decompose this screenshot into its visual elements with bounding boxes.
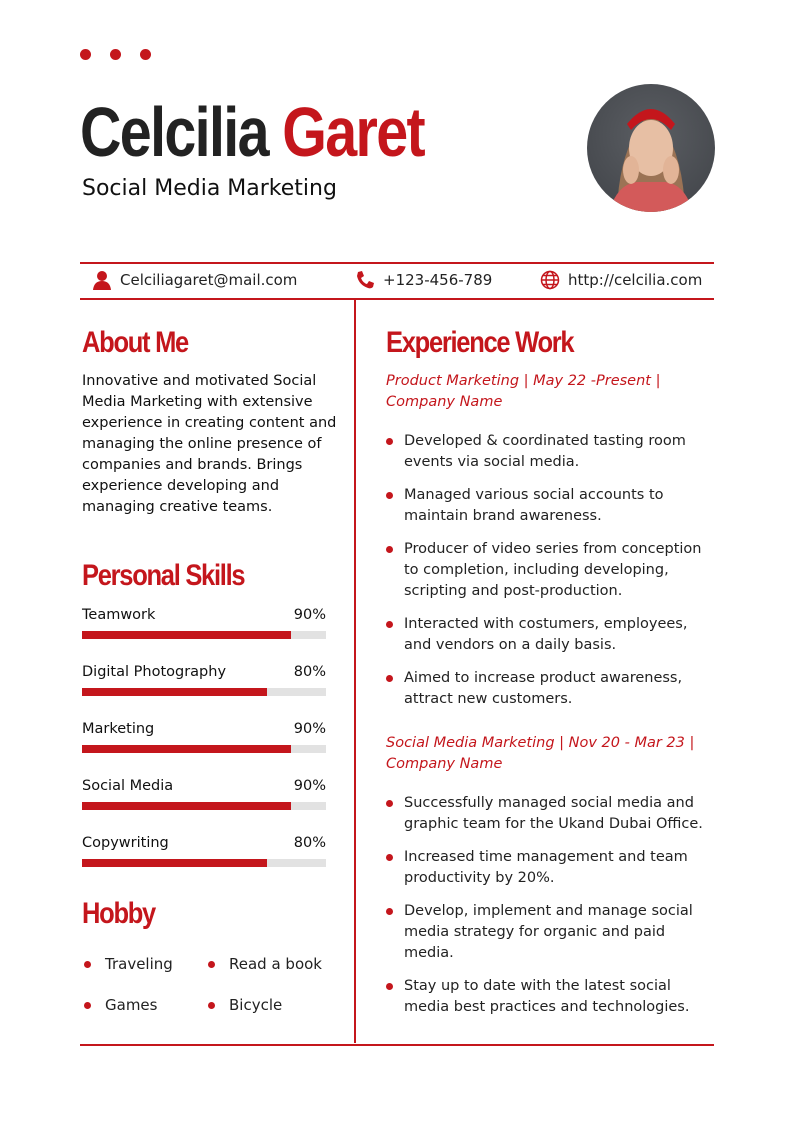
skills-heading: Personal Skills	[82, 559, 246, 592]
skill-item: Social Media 90%	[82, 778, 326, 810]
skill-value: 80%	[293, 664, 326, 680]
skill-item: Copywriting 80%	[82, 835, 326, 867]
job-bullet-item: Developed & coordinated tasting room eve…	[386, 431, 716, 473]
hobby-item: Read a book	[208, 955, 322, 973]
bullet	[208, 960, 215, 968]
skill-value: 80%	[293, 835, 326, 851]
job-bullet-item: Develop, implement and manage social med…	[386, 901, 716, 964]
skill-value: 90%	[293, 778, 326, 794]
skill-bar-fill	[82, 802, 291, 810]
decor-dot	[140, 49, 151, 60]
bullet-text: Successfully managed social media and gr…	[404, 795, 703, 832]
job-title: Social Media Marketing | Nov 20 - Mar 23…	[386, 735, 695, 772]
globe-icon	[540, 270, 560, 290]
bullet	[386, 983, 393, 990]
bullet	[386, 546, 393, 553]
job-title: Social Media Marketing	[82, 176, 337, 201]
skill-item: Marketing 90%	[82, 721, 326, 753]
skill-bar-fill	[82, 745, 291, 753]
bullet	[386, 675, 393, 682]
skill-bar-fill	[82, 688, 268, 696]
contact-website[interactable]: http://celcilia.com	[540, 270, 702, 290]
skill-label: Digital Photography	[82, 664, 227, 680]
job-bullet-item: Stay up to date with the latest social m…	[386, 976, 716, 1018]
divider	[80, 262, 714, 264]
bullet	[386, 438, 393, 445]
skill-bar-fill	[82, 631, 291, 639]
skill-bar	[82, 631, 326, 639]
decor-dot	[110, 49, 121, 60]
profile-photo	[587, 84, 715, 212]
job-bullet-item: Producer of video series from conception…	[386, 539, 716, 602]
hobby-item: Traveling	[84, 955, 173, 973]
bullet	[208, 1001, 215, 1009]
job-bullet-item: Increased time management and team produ…	[386, 847, 716, 889]
bullet-text: Interacted with costumers, employees, an…	[404, 616, 688, 653]
skill-value: 90%	[293, 721, 326, 737]
column-divider	[354, 299, 356, 1043]
skill-bar-fill	[82, 859, 268, 867]
phone-icon	[357, 271, 374, 289]
bullet	[386, 854, 393, 861]
bullet-text: Managed various social accounts to maint…	[404, 487, 664, 524]
job-bullets: Successfully managed social media and gr…	[386, 793, 716, 1030]
decor-dot	[80, 49, 91, 60]
divider	[80, 1044, 714, 1046]
bullet	[386, 908, 393, 915]
bullet	[84, 1001, 91, 1009]
user-icon	[93, 271, 111, 290]
bullet-text: Producer of video series from conception…	[404, 541, 702, 599]
job-bullet-item: Aimed to increase product awareness, att…	[386, 668, 716, 710]
contact-email[interactable]: Celciliagaret@mail.com	[92, 270, 297, 290]
job-bullet-item: Managed various social accounts to maint…	[386, 485, 716, 527]
skill-value: 90%	[293, 607, 326, 623]
skill-item: Digital Photography 80%	[82, 664, 326, 696]
bullet	[386, 492, 393, 499]
bullet-text: Increased time management and team produ…	[404, 849, 688, 886]
bullet	[84, 960, 91, 968]
skill-label: Social Media	[82, 778, 174, 794]
skill-bar	[82, 688, 326, 696]
job-title: Product Marketing | May 22 -Present | Co…	[386, 373, 661, 410]
skill-bar	[82, 802, 326, 810]
contact-phone[interactable]: +123-456-789	[355, 270, 492, 290]
skill-label: Copywriting	[82, 835, 169, 851]
divider	[80, 298, 714, 300]
skill-label: Teamwork	[82, 607, 156, 623]
job-bullet-item: Successfully managed social media and gr…	[386, 793, 716, 835]
hobby-item: Bicycle	[208, 996, 282, 1014]
experience-heading: Experience Work	[386, 326, 575, 359]
skill-item: Teamwork 90%	[82, 607, 326, 639]
skill-bar	[82, 745, 326, 753]
skill-bar	[82, 859, 326, 867]
job-bullet-item: Interacted with costumers, employees, an…	[386, 614, 716, 656]
full-name: Celcilia Garet	[80, 93, 426, 171]
hobby-item: Games	[84, 996, 157, 1014]
about-heading: About Me	[82, 326, 189, 359]
bullet-text: Developed & coordinated tasting room eve…	[404, 433, 686, 470]
skill-label: Marketing	[82, 721, 155, 737]
bullet-text: Aimed to increase product awareness, att…	[404, 670, 683, 707]
bullet	[386, 621, 393, 628]
about-text: Innovative and motivated Social Media Ma…	[82, 373, 337, 515]
hobby-heading: Hobby	[82, 897, 156, 930]
job-bullets: Developed & coordinated tasting room eve…	[386, 431, 716, 722]
bullet-text: Develop, implement and manage social med…	[404, 903, 693, 961]
bullet	[386, 800, 393, 807]
bullet-text: Stay up to date with the latest social m…	[404, 978, 690, 1015]
